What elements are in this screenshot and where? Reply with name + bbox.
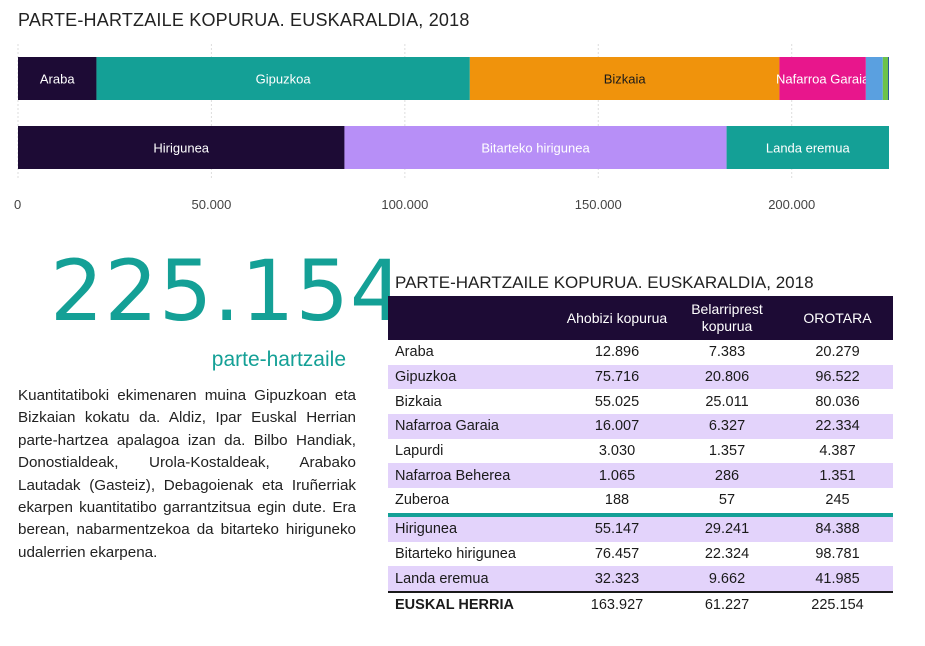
cell-ahobizi: 3.030 — [598, 443, 636, 460]
table-body: Araba 12.896 7.383 20.279 Gipuzkoa 75.716 20.8… — [388, 340, 893, 618]
bar-segment — [882, 57, 889, 100]
cell-orotara: 225.154 — [782, 590, 893, 618]
cell-belarriprest: 1.357 — [708, 443, 746, 460]
cell-orotara: 84.388 — [782, 512, 893, 542]
bar-segment — [469, 57, 780, 100]
header-cell-ahobizi: Ahobizi kopurua — [562, 296, 672, 340]
cell-belarriprest: 61.227 — [672, 590, 782, 618]
cell-ahobizi: 188 — [604, 492, 630, 509]
row-label: EUSKAL HERRIA — [388, 590, 562, 618]
cell-belarriprest: 286 — [672, 463, 782, 489]
cell-ahobizi: 12.896 — [594, 344, 640, 361]
cell-ahobizi: 32.323 — [562, 566, 672, 592]
stacked-bar-chart: Araba Gipuzkoa Bizkaia Nafarroa Garaia Hirig… — [14, 44, 889, 212]
bar-segment-label: Landa eremua — [766, 141, 851, 156]
row-label: Nafarroa Garaia — [388, 414, 562, 439]
header-cell-orotara: OROTARA — [782, 296, 893, 340]
cell-belarriprest: 9.662 — [672, 566, 782, 592]
bar-segment-label: Bitarteko hirigunea — [481, 141, 590, 156]
row-label: Gipuzkoa — [388, 364, 562, 390]
bar-segment-label: Araba — [40, 72, 75, 87]
table-title: PARTE-HARTZAILE KOPURUA. EUSKARALDIA, 20… — [395, 273, 814, 292]
cell-ahobizi: 76.457 — [594, 545, 640, 562]
bar-segment-label: Bizkaia — [604, 72, 647, 87]
table-row: EUSKAL HERRIA 163.927 61.227 225.154 — [388, 590, 893, 618]
cell-orotara: 98.781 — [815, 545, 860, 562]
row-label: Landa eremua — [388, 566, 562, 592]
cell-belarriprest: 57 — [718, 492, 736, 509]
x-tick-label: 50.000 — [192, 197, 232, 212]
cell-belarriprest: 22.324 — [704, 545, 750, 562]
cell-belarriprest: 7.383 — [708, 344, 746, 361]
bar-segment — [726, 126, 889, 169]
row-label: Bizkaia — [395, 393, 442, 410]
table-row: Bizkaia 55.025 25.011 80.036 — [388, 389, 893, 414]
total-participants-caption: parte-hartzaile — [211, 348, 346, 371]
cell-belarriprest: 20.806 — [672, 364, 782, 390]
cell-ahobizi: 55.147 — [562, 512, 672, 542]
bar-segment — [18, 126, 345, 169]
chart-title: PARTE-HARTZAILE KOPURUA. EUSKARALDIA, 20… — [18, 10, 470, 30]
cell-belarriprest: 29.241 — [672, 512, 782, 542]
table-row: Bitarteko hirigunea 76.457 22.324 98.781 — [388, 542, 893, 567]
bar-segment — [779, 57, 866, 100]
table-header-row: Ahobizi kopurua Belarriprest kopurua ORO… — [388, 296, 893, 340]
cell-ahobizi: 163.927 — [562, 590, 672, 618]
x-tick-label: 0 — [14, 197, 21, 212]
table-row: Lapurdi 3.030 1.357 4.387 — [388, 439, 893, 464]
cell-orotara: 80.036 — [815, 393, 860, 410]
bar-segment — [96, 57, 470, 100]
cell-orotara: 41.985 — [782, 566, 893, 592]
bar-segment — [18, 57, 97, 100]
row-label: Zuberoa — [395, 492, 450, 509]
table-row: Zuberoa 188 57 245 — [388, 488, 893, 515]
row-label: Bitarteko hirigunea — [395, 545, 516, 562]
cell-orotara: 96.522 — [782, 364, 893, 390]
total-participants-number: 225.154 — [50, 242, 405, 340]
table-row: Hirigunea 55.147 29.241 84.388 — [388, 512, 893, 542]
row-label: Nafarroa Beherea — [388, 463, 562, 489]
x-tick-label: 150.000 — [575, 197, 622, 212]
row-label: Hirigunea — [388, 512, 562, 542]
bar-segment-label: Gipuzkoa — [256, 72, 312, 87]
table-row: Nafarroa Beherea 1.065 286 1.351 — [388, 463, 893, 489]
row-label: Araba — [395, 344, 434, 361]
description-paragraph: Kuantitatiboki ekimenaren muina Gipuzkoa… — [18, 387, 356, 561]
x-tick-label: 100.000 — [381, 197, 428, 212]
cell-ahobizi: 75.716 — [562, 364, 672, 390]
table-row: Gipuzkoa 75.716 20.806 96.522 — [388, 364, 893, 390]
bar-segment — [888, 57, 889, 100]
bar-segment — [344, 126, 727, 169]
bar-segment-label: Hirigunea — [153, 141, 209, 156]
cell-orotara: 4.387 — [819, 443, 856, 460]
header-cell-belarriprest: Belarriprest kopurua — [672, 296, 782, 340]
x-tick-label: 200.000 — [768, 197, 815, 212]
bar-segment — [865, 57, 883, 100]
cell-orotara: 1.351 — [782, 463, 893, 489]
cell-ahobizi: 55.025 — [594, 393, 640, 410]
cell-ahobizi: 16.007 — [562, 414, 672, 439]
cell-belarriprest: 25.011 — [705, 393, 749, 410]
cell-ahobizi: 1.065 — [562, 463, 672, 489]
table-row: Nafarroa Garaia 16.007 6.327 22.334 — [388, 414, 893, 439]
bar-segment-label: Nafarroa Garaia — [776, 72, 870, 87]
header-cell-blank — [388, 296, 562, 340]
cell-orotara: 20.279 — [815, 344, 860, 361]
participants-table: Ahobizi kopurua Belarriprest kopurua ORO… — [388, 296, 893, 618]
cell-orotara: 22.334 — [782, 414, 893, 439]
cell-orotara: 245 — [825, 492, 850, 509]
table-row: Landa eremua 32.323 9.662 41.985 — [388, 566, 893, 592]
row-label: Lapurdi — [395, 443, 444, 460]
table-row: Araba 12.896 7.383 20.279 — [388, 340, 893, 365]
cell-belarriprest: 6.327 — [672, 414, 782, 439]
